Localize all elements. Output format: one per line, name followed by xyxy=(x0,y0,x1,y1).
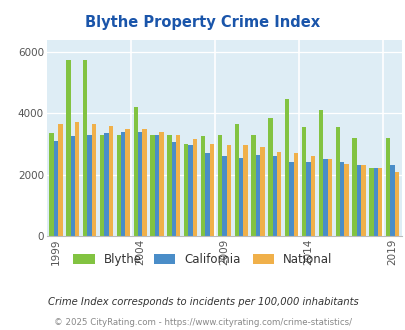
Bar xyxy=(188,146,192,236)
Bar xyxy=(175,135,180,236)
Bar xyxy=(373,168,377,236)
Bar xyxy=(209,144,213,236)
Bar xyxy=(305,162,310,236)
Bar xyxy=(390,165,394,236)
Bar xyxy=(117,135,121,236)
Text: Crime Index corresponds to incidents per 100,000 inhabitants: Crime Index corresponds to incidents per… xyxy=(47,297,358,307)
Bar xyxy=(171,142,175,236)
Bar xyxy=(222,156,226,236)
Bar xyxy=(268,118,272,236)
Bar xyxy=(154,135,159,236)
Bar xyxy=(239,158,243,236)
Bar xyxy=(167,135,171,236)
Bar xyxy=(192,139,197,236)
Bar xyxy=(255,155,260,236)
Bar xyxy=(394,172,398,236)
Bar xyxy=(138,132,142,236)
Bar xyxy=(327,159,331,236)
Bar xyxy=(385,138,390,236)
Bar xyxy=(335,127,339,236)
Bar xyxy=(183,144,188,236)
Bar xyxy=(293,153,298,236)
Bar xyxy=(142,129,146,236)
Bar xyxy=(377,168,382,236)
Bar xyxy=(260,147,264,236)
Bar xyxy=(284,99,289,236)
Bar xyxy=(234,124,239,236)
Bar xyxy=(289,162,293,236)
Bar xyxy=(83,59,87,236)
Legend: Blythe, California, National: Blythe, California, National xyxy=(73,253,332,266)
Bar xyxy=(92,124,96,236)
Bar xyxy=(109,125,113,236)
Bar xyxy=(226,146,230,236)
Bar xyxy=(322,159,327,236)
Bar xyxy=(49,133,53,236)
Bar xyxy=(87,135,92,236)
Bar xyxy=(200,136,205,236)
Bar xyxy=(150,135,154,236)
Bar xyxy=(100,135,104,236)
Bar xyxy=(251,135,255,236)
Text: Blythe Property Crime Index: Blythe Property Crime Index xyxy=(85,15,320,30)
Bar xyxy=(205,153,209,236)
Bar xyxy=(58,124,62,236)
Bar xyxy=(217,135,222,236)
Bar xyxy=(121,132,125,236)
Bar xyxy=(70,136,75,236)
Bar xyxy=(159,132,163,236)
Bar xyxy=(356,165,360,236)
Bar xyxy=(53,141,58,236)
Text: © 2025 CityRating.com - https://www.cityrating.com/crime-statistics/: © 2025 CityRating.com - https://www.city… xyxy=(54,318,351,327)
Bar xyxy=(125,129,130,236)
Bar xyxy=(369,168,373,236)
Bar xyxy=(318,110,322,236)
Bar xyxy=(104,133,109,236)
Bar xyxy=(276,151,281,236)
Bar xyxy=(243,146,247,236)
Bar xyxy=(343,164,348,236)
Bar xyxy=(301,127,305,236)
Bar xyxy=(310,156,314,236)
Bar xyxy=(75,122,79,236)
Bar xyxy=(272,156,276,236)
Bar xyxy=(133,107,138,236)
Bar xyxy=(339,162,343,236)
Bar xyxy=(352,138,356,236)
Bar xyxy=(360,165,364,236)
Bar xyxy=(66,59,70,236)
